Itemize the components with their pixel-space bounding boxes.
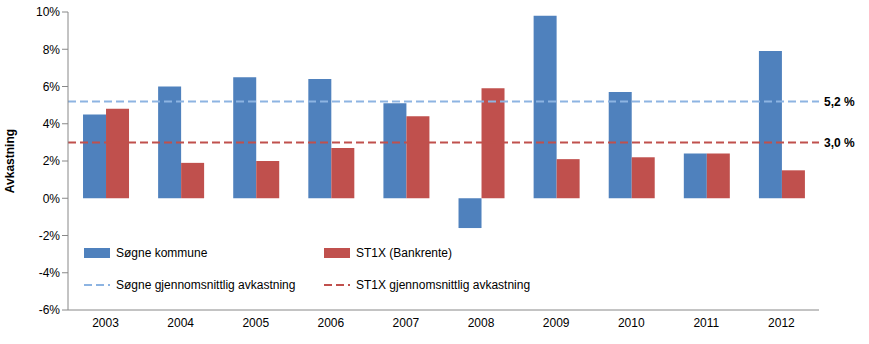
svg-text:-6%: -6% [39,303,61,317]
svg-text:2012: 2012 [768,316,795,330]
svg-text:2007: 2007 [393,316,420,330]
html-text:Søgne gjennomsnittlig avkastni: Søgne gjennomsnittlig avkastning [116,278,296,292]
svg-text:2004: 2004 [167,316,194,330]
svg-text:2005: 2005 [242,316,269,330]
svg-text:3,0 %: 3,0 % [824,136,855,150]
html-text:ST1X gjennomsnittlig avkastnin: ST1X gjennomsnittlig avkastning [356,278,531,292]
svg-text:6%: 6% [43,80,61,94]
svg-text:10%: 10% [36,5,60,19]
svg-text:0%: 0% [43,192,61,206]
svg-text:-4%: -4% [39,266,61,280]
svg-text:2008: 2008 [468,316,495,330]
svg-text:5,2 %: 5,2 % [824,95,855,109]
svg-text:2010: 2010 [618,316,645,330]
svg-text:2009: 2009 [543,316,570,330]
svg-text:2003: 2003 [92,316,119,330]
svg-text:Avkastning: Avkastning [8,129,17,193]
svg-text:2011: 2011 [693,316,719,330]
html-text:Søgne kommune: Søgne kommune [116,246,208,260]
svg-text:4%: 4% [43,117,61,131]
html-text:ST1X (Bankrente): ST1X (Bankrente) [356,246,452,260]
svg-text:2006: 2006 [317,316,344,330]
svg-text:8%: 8% [43,43,61,57]
svg-text:2%: 2% [43,154,61,168]
svg-text:-2%: -2% [39,229,61,243]
